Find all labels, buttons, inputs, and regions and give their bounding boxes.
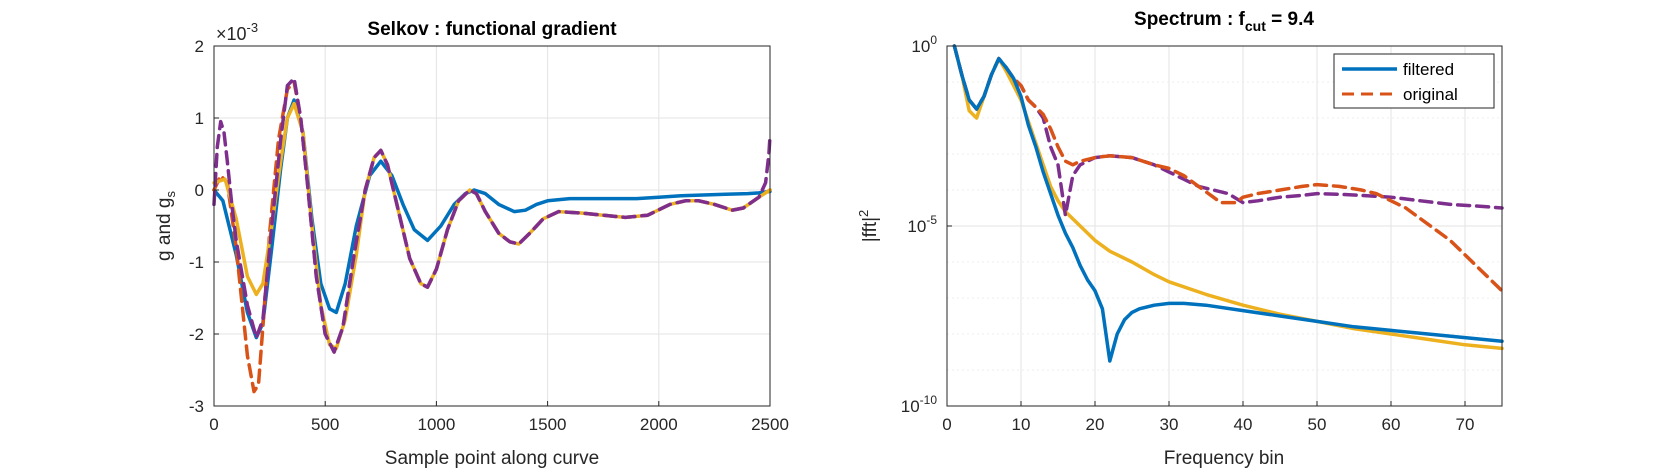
right-x-tick-label: 20: [1086, 415, 1105, 434]
right-y-tick-label-base: 10: [901, 397, 920, 416]
right-y-tick-label-exponent: 0: [930, 33, 937, 47]
left-series-group: [212, 76, 772, 394]
right-x-tick-label: 10: [1012, 415, 1031, 434]
left-grid: [213, 45, 771, 407]
left-x-tick-label: 2000: [640, 415, 678, 434]
left-plot-background: [214, 46, 770, 406]
left-x-tick-label: 1000: [417, 415, 455, 434]
left-x-tick-label: 2500: [751, 415, 789, 434]
left-y-tick-label: 2: [195, 37, 204, 56]
right-y-axis-label: |fft|2: [856, 210, 881, 243]
right-title-sub: cut: [1245, 18, 1266, 34]
right-title-base: Spectrum : f: [1134, 9, 1246, 30]
left-axes-box: [213, 45, 771, 407]
legend-label-original: original: [1403, 85, 1458, 104]
left-y-multiplier-base: ×10: [216, 24, 247, 44]
left-y-axis-label: g and gs: [154, 191, 178, 261]
right-x-tick-label: 50: [1308, 415, 1327, 434]
right-x-tick-label: 40: [1234, 415, 1253, 434]
left-x-tick-label: 500: [311, 415, 339, 434]
left-x-axis-label: Sample point along curve: [385, 448, 599, 469]
right-chart-title: Spectrum : fcut = 9.4: [1134, 9, 1314, 34]
left-chart-title: Selkov : functional gradient: [367, 19, 617, 40]
right-y-label-sup: 2: [856, 210, 871, 217]
right-y-tick-label: 10-5: [907, 213, 937, 236]
left-y-tick-label: 1: [195, 109, 204, 128]
legend: filtered original: [1333, 53, 1495, 109]
left-x-tick-label: 1500: [529, 415, 567, 434]
right-x-tick-label: 30: [1160, 415, 1179, 434]
right-title-suffix: = 9.4: [1266, 9, 1314, 30]
left-panel: 0 500 1000 1500 2000 2500 -3 -2 -1 0 1 2 Selkov : f…: [154, 19, 789, 469]
right-x-tick-label: 70: [1456, 415, 1475, 434]
right-y-label-base: |fft|: [860, 217, 881, 242]
right-y-tick-label-exponent: -5: [926, 213, 937, 227]
right-x-axis-label: Frequency bin: [1164, 448, 1284, 469]
right-y-tick-label-base: 10: [907, 217, 926, 236]
right-x-tick-label: 60: [1382, 415, 1401, 434]
left-y-multiplier-exponent: -3: [247, 20, 259, 35]
right-y-tick-label: 10-10: [901, 393, 938, 416]
left-y-tick-label: -1: [189, 253, 204, 272]
right-x-tick-label: 0: [942, 415, 951, 434]
left-y-label-sub: s: [163, 191, 178, 198]
left-series-purple-dashed-line: [212, 76, 772, 354]
right-series-filtered-line: [952, 44, 1504, 363]
left-y-multiplier: ×10-3: [216, 20, 258, 44]
left-y-tick-label: 0: [195, 181, 204, 200]
left-y-tick-label: -2: [189, 325, 204, 344]
left-ticks: 0 500 1000 1500 2000 2500 -3 -2 -1 0 1 2: [189, 37, 789, 434]
legend-label-filtered: filtered: [1403, 60, 1454, 79]
right-series-group: [952, 44, 1504, 363]
left-y-tick-label: -3: [189, 397, 204, 416]
left-y-label-base: g and g: [154, 198, 175, 261]
legend-box: [1333, 53, 1495, 109]
right-y-tick-label-exponent: -10: [920, 393, 938, 407]
right-y-tick-label-base: 10: [911, 37, 930, 56]
right-y-tick-label: 100: [911, 33, 937, 56]
left-x-tick-label: 0: [209, 415, 218, 434]
